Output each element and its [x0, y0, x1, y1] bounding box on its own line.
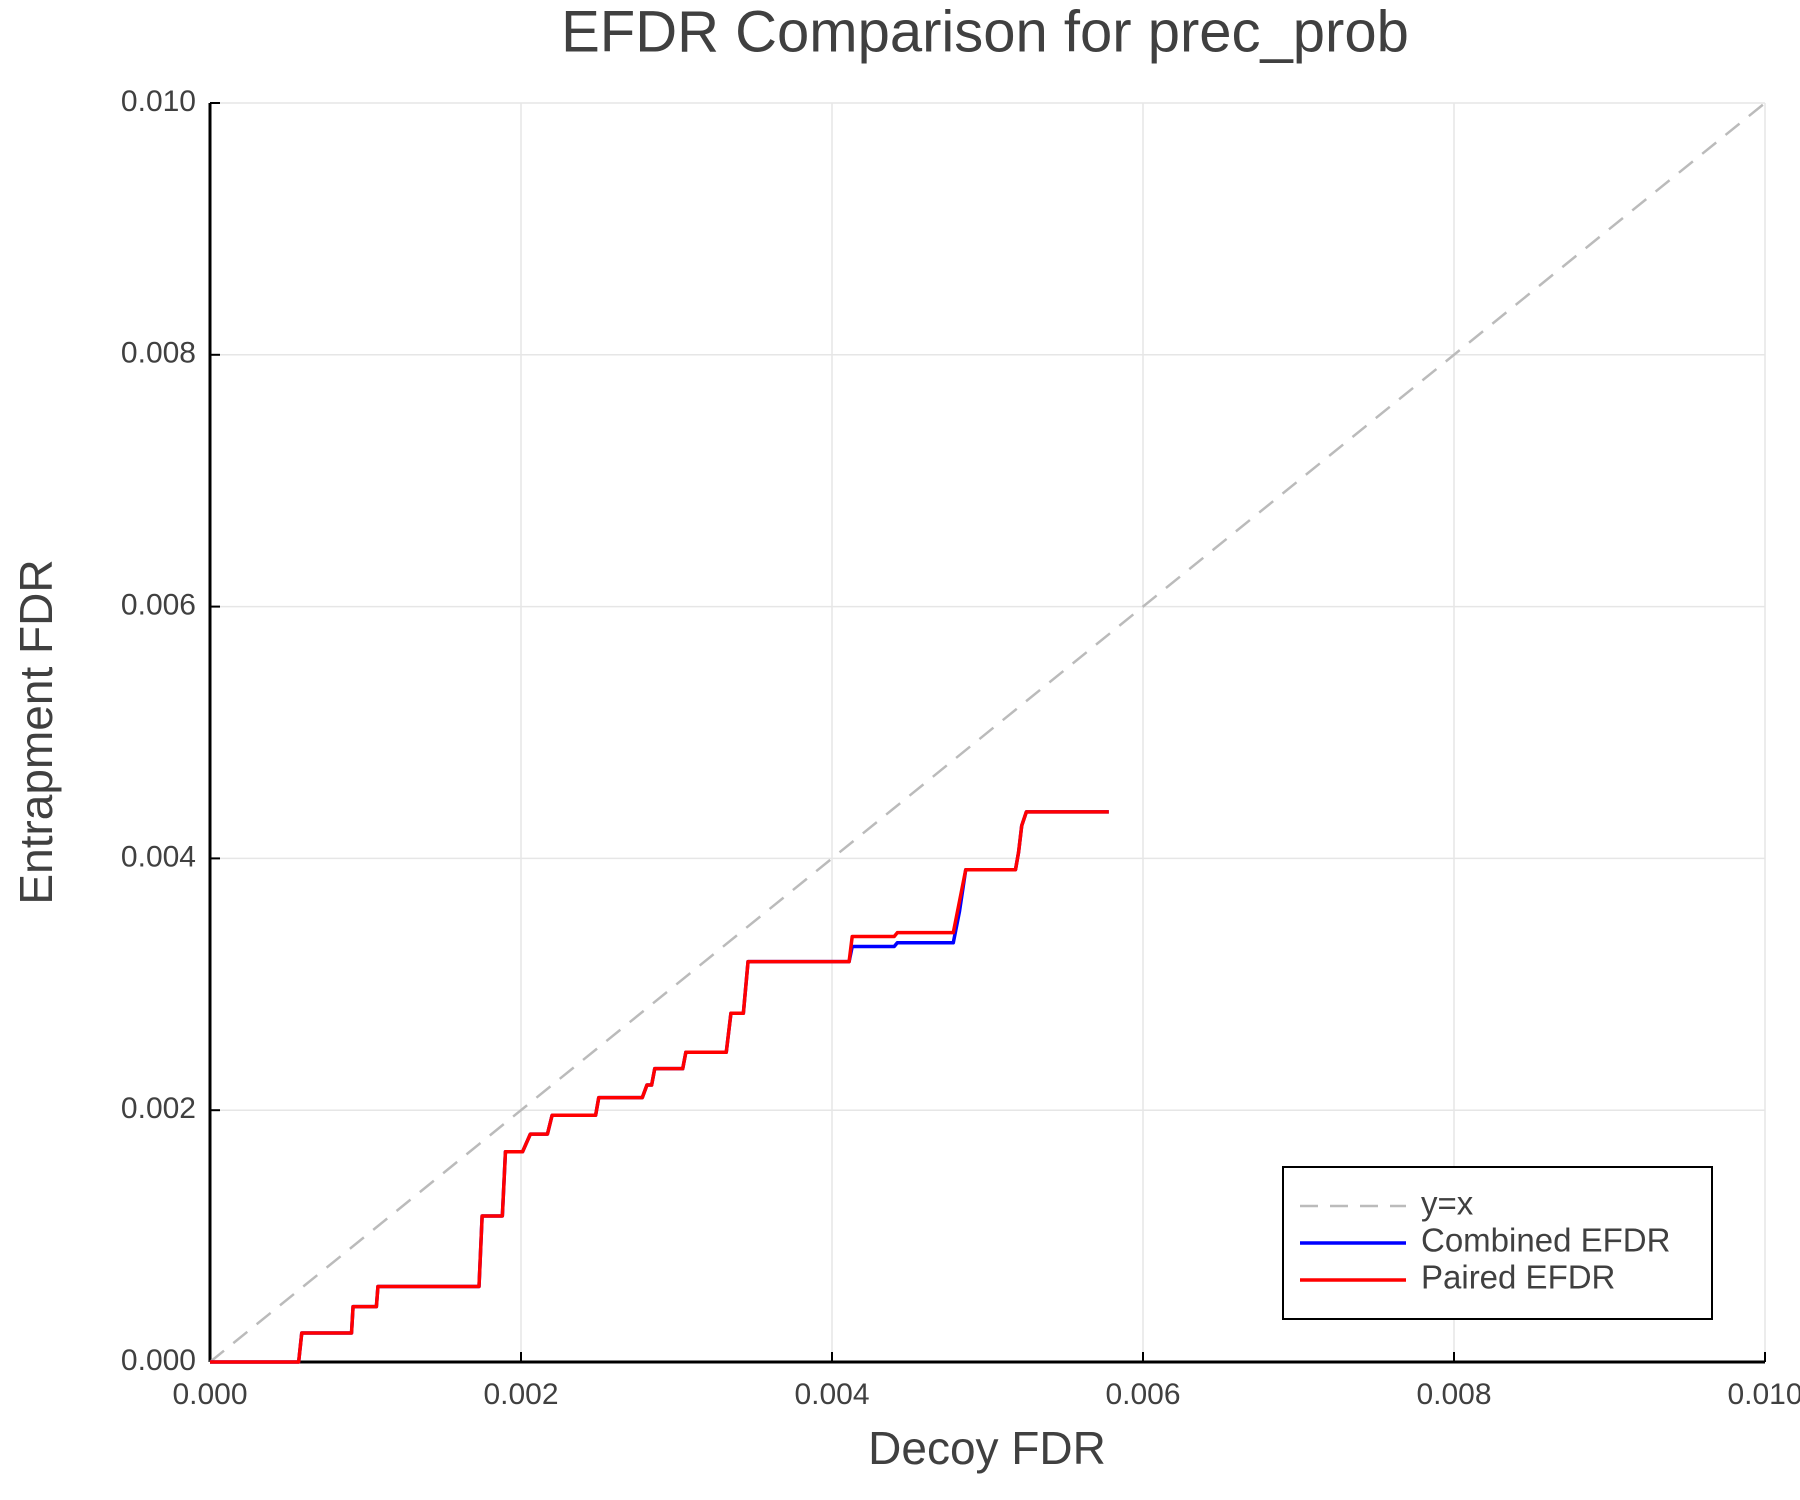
- y-tick-label: 0.008: [121, 337, 196, 370]
- y-tick-label: 0.002: [121, 1092, 196, 1125]
- y-axis-label: Entrapment FDR: [10, 559, 62, 904]
- chart-title: EFDR Comparison for prec_prob: [561, 0, 1409, 64]
- legend-label: Combined EFDR: [1421, 1222, 1670, 1259]
- x-tick-label: 0.006: [1105, 1378, 1180, 1411]
- y-tick-label: 0.004: [121, 840, 196, 873]
- y-tick-label: 0.006: [121, 589, 196, 622]
- x-tick-label: 0.004: [794, 1378, 869, 1411]
- legend-label: y=x: [1421, 1185, 1474, 1222]
- x-tick-label: 0.010: [1727, 1378, 1800, 1411]
- y-tick-label: 0.000: [121, 1344, 196, 1377]
- y-tick-label: 0.010: [121, 85, 196, 118]
- x-tick-label: 0.002: [483, 1378, 558, 1411]
- x-axis-label: Decoy FDR: [868, 1422, 1106, 1474]
- legend-label: Paired EFDR: [1421, 1259, 1615, 1296]
- series-line: [209, 102, 1766, 1363]
- x-tick-label: 0.008: [1416, 1378, 1491, 1411]
- x-tick-label: 0.000: [172, 1378, 247, 1411]
- series-line: [210, 810, 1109, 1364]
